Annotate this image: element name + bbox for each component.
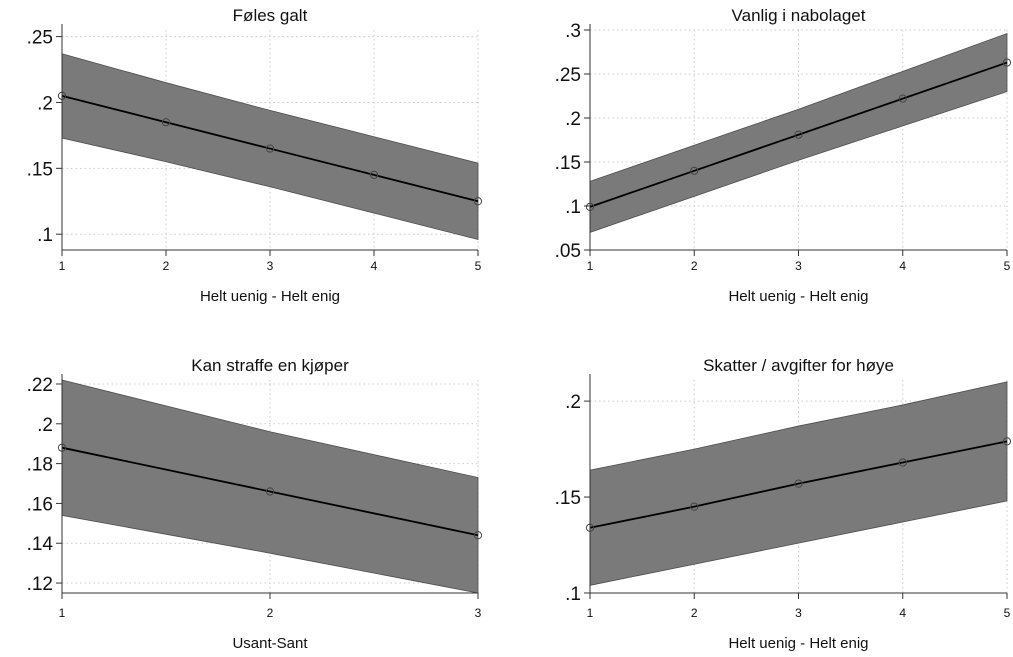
y-tick-label: .15 — [27, 159, 53, 180]
x-tick-label: 1 — [59, 606, 66, 620]
series-line — [589, 61, 1008, 208]
y-tick-label: .25 — [555, 65, 581, 86]
data-point — [794, 130, 803, 139]
chart-panel-2: .05 .1 .15 .2 .25 .3 1 2 3 4 5 Vanlig i nabolaget He… — [555, 6, 1012, 305]
y-tick-label: .2 — [37, 415, 53, 436]
x-tick-label: 5 — [475, 259, 482, 273]
y-tick-label: .18 — [27, 455, 53, 476]
y-tick-label: .14 — [27, 534, 54, 555]
x-tick-label: 2 — [691, 259, 698, 273]
data-point — [1002, 58, 1012, 67]
x-tick-label: 4 — [899, 259, 906, 273]
x-tick-label: 1 — [59, 259, 66, 273]
chart-panel-1: .1 .15 .2 .25 1 2 3 4 5 Føles galt Helt uenig - He… — [27, 6, 483, 305]
chart-title: Kan straffe en kjøper — [191, 356, 349, 375]
data-point — [898, 458, 907, 467]
series-line — [61, 94, 479, 203]
x-tick-label: 3 — [795, 259, 802, 273]
x-tick-label: 4 — [899, 606, 906, 620]
data-point — [473, 531, 483, 540]
x-tick-label: 1 — [587, 606, 594, 620]
series-line — [61, 446, 479, 537]
y-tick-label: .15 — [555, 488, 581, 509]
y-tick-label: .2 — [37, 93, 53, 114]
x-axis-label: Helt uenig - Helt enig — [728, 288, 868, 305]
y-tick-label: .2 — [565, 392, 581, 413]
x-tick-label: 5 — [1004, 259, 1011, 273]
series-line — [589, 440, 1008, 529]
chart-panel-3: .12 .14 .16 .18 .2 .22 1 2 3 Kan straffe en kjøpe… — [27, 356, 483, 652]
x-axis-label: Helt uenig - Helt enig — [728, 635, 868, 652]
x-axis-label: Helt uenig - Helt enig — [200, 288, 340, 305]
data-point — [161, 118, 171, 127]
confidence-band — [61, 53, 479, 240]
data-point — [690, 502, 699, 511]
data-point — [473, 197, 483, 206]
chart-title: Skatter / avgifter for høye — [703, 356, 894, 375]
y-tick-label: .3 — [565, 21, 581, 42]
data-point — [265, 487, 275, 496]
y-tick-label: .25 — [27, 28, 53, 49]
chart-panel-4: .1 .15 .2 1 2 3 4 5 Skatter / avgifter for høye H… — [555, 356, 1012, 652]
y-tick-label: .1 — [565, 584, 581, 605]
x-tick-label: 5 — [1004, 606, 1011, 620]
y-tick-label: .15 — [555, 153, 581, 174]
y-tick-label: .22 — [27, 375, 53, 396]
data-point — [690, 166, 699, 175]
x-tick-label: 4 — [371, 259, 378, 273]
y-tick-label: .12 — [27, 574, 53, 595]
x-axis-label: Usant-Sant — [232, 635, 308, 652]
y-tick-label: .1 — [565, 197, 581, 218]
x-tick-label: 1 — [587, 259, 594, 273]
x-tick-label: 2 — [267, 606, 274, 620]
data-point — [369, 170, 379, 180]
x-tick-label: 3 — [795, 606, 802, 620]
x-tick-label: 2 — [163, 259, 170, 273]
x-tick-label: 2 — [691, 606, 698, 620]
chart-title: Vanlig i nabolaget — [732, 6, 866, 25]
y-tick-label: .05 — [555, 241, 581, 262]
data-point — [265, 144, 275, 153]
y-tick-label: .1 — [37, 225, 53, 246]
data-point — [898, 94, 907, 103]
x-tick-label: 3 — [267, 259, 274, 273]
y-tick-label: .16 — [27, 494, 53, 515]
confidence-band — [589, 32, 1008, 233]
data-point — [1002, 437, 1012, 446]
chart-title: Føles galt — [233, 6, 308, 25]
x-tick-label: 3 — [475, 606, 482, 620]
data-point — [794, 479, 803, 488]
y-tick-label: .2 — [565, 109, 581, 130]
